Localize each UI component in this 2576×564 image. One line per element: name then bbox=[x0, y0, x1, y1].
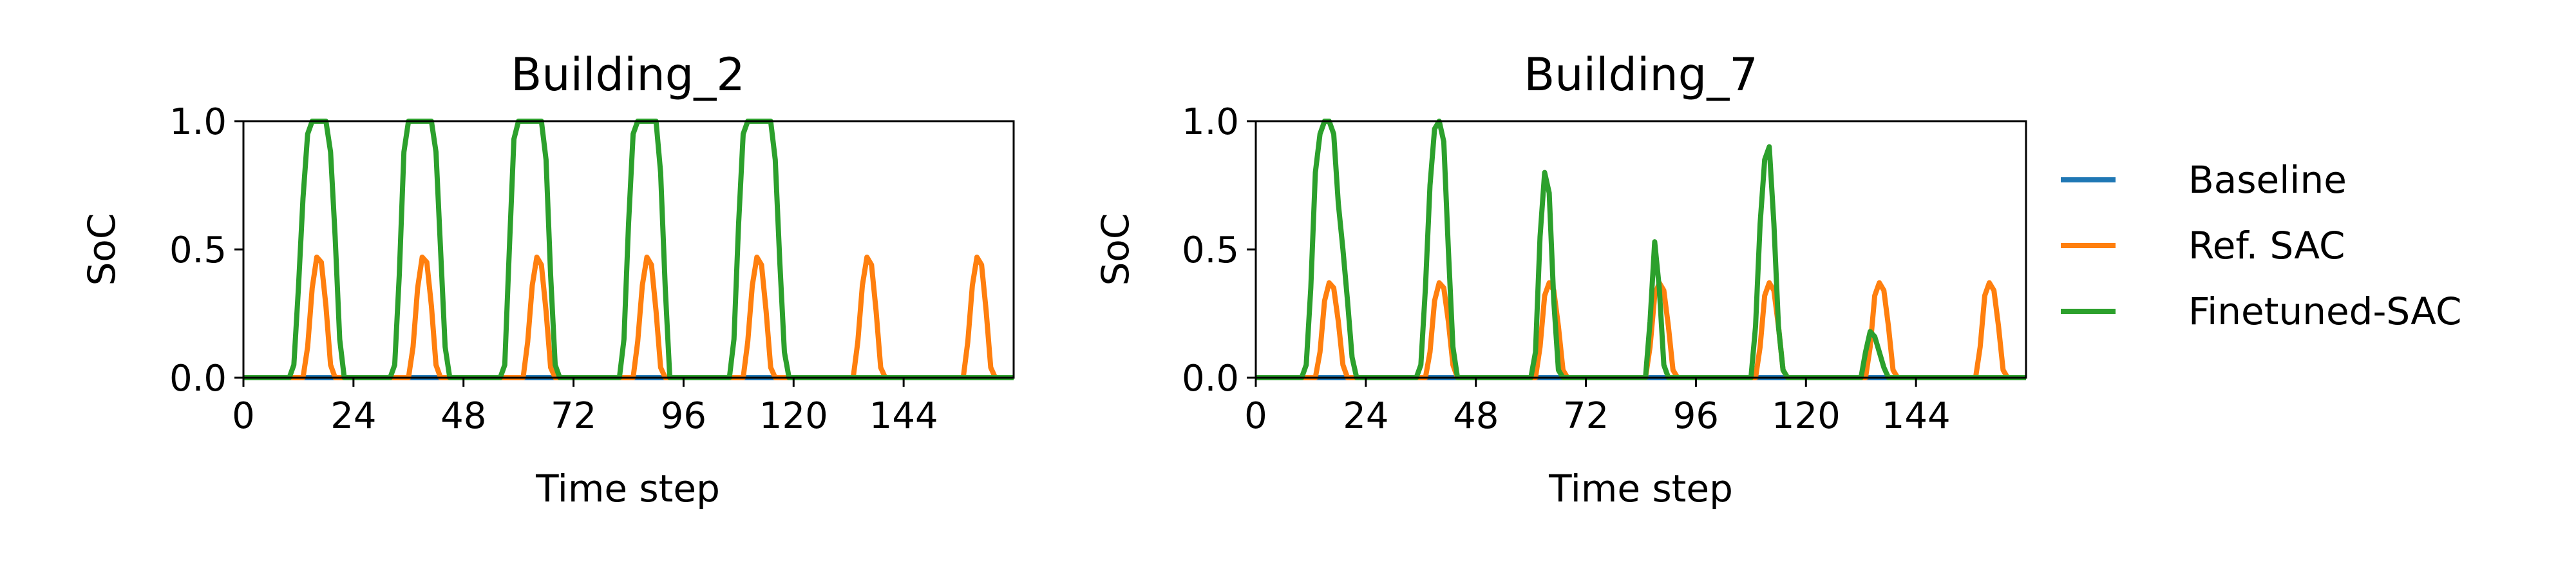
legend-label-ref-sac: Ref. SAC bbox=[2188, 224, 2345, 267]
x-tick-label: 24 bbox=[330, 395, 376, 437]
x-tick-label: 120 bbox=[1772, 395, 1841, 437]
series-line-finetuned-sac bbox=[243, 119, 1014, 380]
y-tick-label: 1.0 bbox=[1182, 101, 1239, 143]
legend-entry-ref-sac: Ref. SAC bbox=[2061, 224, 2345, 267]
x-tick-label: 72 bbox=[1563, 395, 1609, 437]
chart-building-7: Building_7 0 24 48 72 96 120 144 0.0 0.5 1.0 Tim… bbox=[1094, 48, 2027, 511]
plot-frame bbox=[1255, 120, 2027, 379]
x-tick-label: 144 bbox=[869, 395, 938, 437]
legend-entry-baseline: Baseline bbox=[2061, 158, 2347, 202]
legend-entry-finetuned-sac: Finetuned-SAC bbox=[2061, 289, 2461, 333]
series-line-finetuned-sac bbox=[1256, 119, 2026, 380]
x-tick-label: 96 bbox=[1673, 395, 1719, 437]
x-tick-label: 120 bbox=[759, 395, 828, 437]
x-axis-label: Time step bbox=[535, 467, 720, 511]
y-tick-label: 0.0 bbox=[169, 358, 227, 400]
x-tick-label: 48 bbox=[440, 395, 486, 437]
series-line-ref-sac bbox=[243, 254, 1014, 380]
y-tick-label: 1.0 bbox=[169, 101, 227, 143]
legend-label-finetuned-sac: Finetuned-SAC bbox=[2188, 289, 2461, 333]
y-axis-label: SoC bbox=[80, 213, 124, 286]
x-tick-label: 96 bbox=[661, 395, 706, 437]
legend: Baseline Ref. SAC Finetuned-SAC bbox=[2061, 158, 2461, 333]
chart-building-2: Building_2 0 24 48 72 96 120 144 0.0 0.5 1.0 Tim… bbox=[80, 48, 1015, 511]
series-line-ref-sac bbox=[1256, 280, 2026, 380]
chart-title: Building_2 bbox=[511, 48, 745, 101]
chart-title: Building_7 bbox=[1524, 48, 1758, 101]
y-tick-label: 0.5 bbox=[1182, 229, 1239, 271]
x-tick-label: 0 bbox=[1244, 395, 1267, 437]
x-tick-label: 0 bbox=[232, 395, 255, 437]
x-tick-label: 72 bbox=[551, 395, 596, 437]
y-axis-label: SoC bbox=[1094, 213, 1137, 286]
x-axis-label: Time step bbox=[1548, 467, 1733, 511]
legend-label-baseline: Baseline bbox=[2188, 158, 2347, 202]
x-tick-label: 48 bbox=[1453, 395, 1499, 437]
x-tick-label: 24 bbox=[1343, 395, 1388, 437]
y-tick-label: 0.0 bbox=[1182, 358, 1239, 400]
x-tick-label: 144 bbox=[1882, 395, 1951, 437]
y-tick-label: 0.5 bbox=[169, 229, 227, 271]
